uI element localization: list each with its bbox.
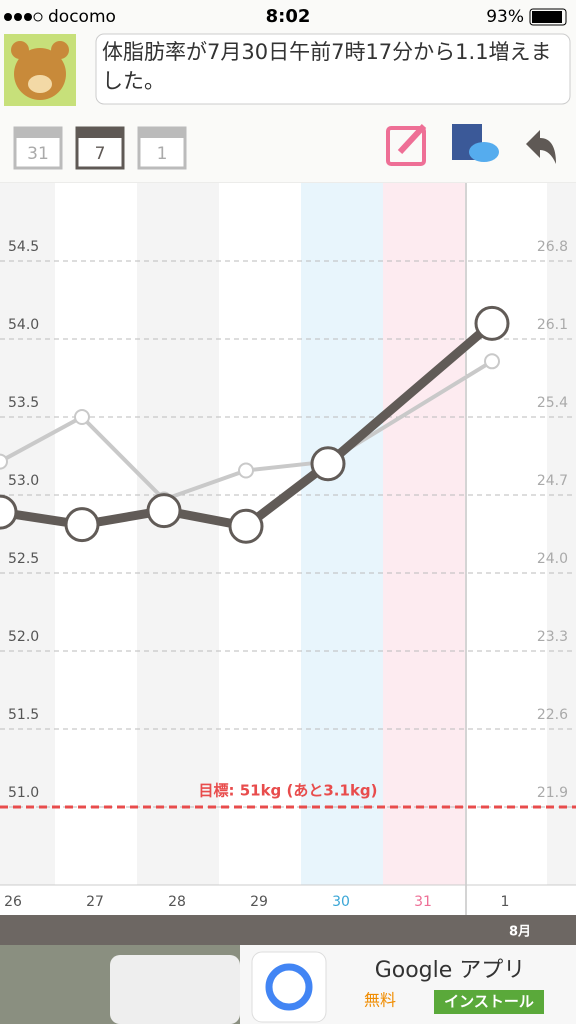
data-point: [64, 507, 100, 543]
google-g: [265, 963, 313, 1011]
y-tick-label: 52.5: [8, 551, 39, 567]
bear-ear: [51, 41, 69, 59]
x-tick-label: 27: [86, 894, 104, 910]
y-tick-label: 54.0: [8, 317, 39, 333]
twitter-icon[interactable]: [469, 142, 499, 162]
y-tick-label: 52.0: [8, 629, 39, 645]
y-tick-label: 53.0: [8, 473, 39, 489]
y-tick-label: 53.5: [8, 395, 39, 411]
x-tick-label: 30: [332, 894, 350, 910]
y-tick-label: 54.5: [8, 239, 39, 255]
data-point: [228, 508, 264, 544]
battery-icon: [529, 8, 567, 26]
data-point: [310, 446, 346, 482]
signal: [4, 12, 43, 22]
data-point: [0, 453, 8, 470]
ad-phone: [110, 955, 240, 1024]
ad-title: Google アプリ: [375, 958, 526, 983]
carrier: docomo: [48, 7, 116, 27]
series-segment: [0, 415, 84, 464]
x-tick-label: 1: [501, 894, 510, 910]
y-tick-label: 51.0: [8, 785, 39, 801]
day-band: [0, 183, 55, 885]
y2-tick-label: 26.8: [537, 239, 568, 255]
x-tick-label: 26: [4, 894, 22, 910]
day-band: [383, 183, 465, 885]
y2-tick-label: 26.1: [537, 317, 568, 333]
x-tick-label: 31: [414, 894, 432, 910]
y2-tick-label: 24.7: [537, 473, 568, 489]
calendar-top: [15, 128, 61, 138]
edit-pen: [397, 123, 427, 155]
calendar-icons: 31 7 1: [13, 126, 187, 170]
message-text: 体脂肪率が7月30日午前7時17分から1.1増えました。: [102, 40, 552, 93]
battery-text: 93%: [486, 7, 524, 27]
data-point: [484, 353, 500, 370]
month-bar: [0, 915, 576, 945]
y2-tick-label: 22.6: [537, 707, 568, 723]
battery-level: [532, 11, 562, 23]
range-button[interactable]: 1: [157, 144, 168, 164]
series-segment: [80, 415, 166, 502]
y2-tick-label: 21.9: [537, 785, 568, 801]
google-icon: [251, 951, 327, 1023]
bear-ear: [11, 41, 29, 59]
series-segment: [162, 468, 248, 502]
message-bubble: [95, 33, 571, 105]
calendar-top: [139, 128, 185, 138]
goal-label: 目標: 51kg (あと3.1kg): [198, 782, 377, 800]
x-tick-label: 28: [168, 894, 186, 910]
back-icon[interactable]: [526, 130, 556, 164]
bear-muzzle: [28, 75, 52, 93]
edit-icon[interactable]: [386, 126, 426, 166]
day-band: [465, 183, 547, 885]
message-box: 体脂肪率が7月30日午前7時17分から1.1増えました。: [102, 40, 552, 93]
data-point: [0, 494, 18, 530]
range-button[interactable]: 7: [95, 144, 106, 164]
ad-price: 無料: [364, 991, 396, 1010]
install-label[interactable]: インストール: [444, 993, 534, 1011]
month-label: 8月: [509, 925, 531, 940]
data-point: [238, 462, 254, 479]
data-point: [74, 409, 90, 425]
data-point: [146, 493, 182, 529]
y2-tick-label: 23.3: [537, 629, 568, 645]
install-button[interactable]: [434, 990, 544, 1014]
data-point: [474, 305, 510, 341]
chart: 51.0 51.5 52.0 52.5 53.0 53.5 54.0 54.5 21.9 22.6…: [0, 183, 576, 945]
series-segment: [323, 318, 497, 469]
y2-tick-label: 25.4: [537, 395, 568, 411]
bear-face: [14, 48, 66, 100]
x-tick-label: 29: [250, 894, 268, 910]
y-tick-label: 51.5: [8, 707, 39, 723]
y2-tick-label: 24.0: [537, 551, 568, 567]
calendar-top: [77, 128, 123, 138]
clock: 8:02: [266, 6, 311, 27]
day-band: [137, 183, 219, 885]
day-band: [301, 183, 383, 885]
range-button[interactable]: 31: [27, 144, 49, 164]
